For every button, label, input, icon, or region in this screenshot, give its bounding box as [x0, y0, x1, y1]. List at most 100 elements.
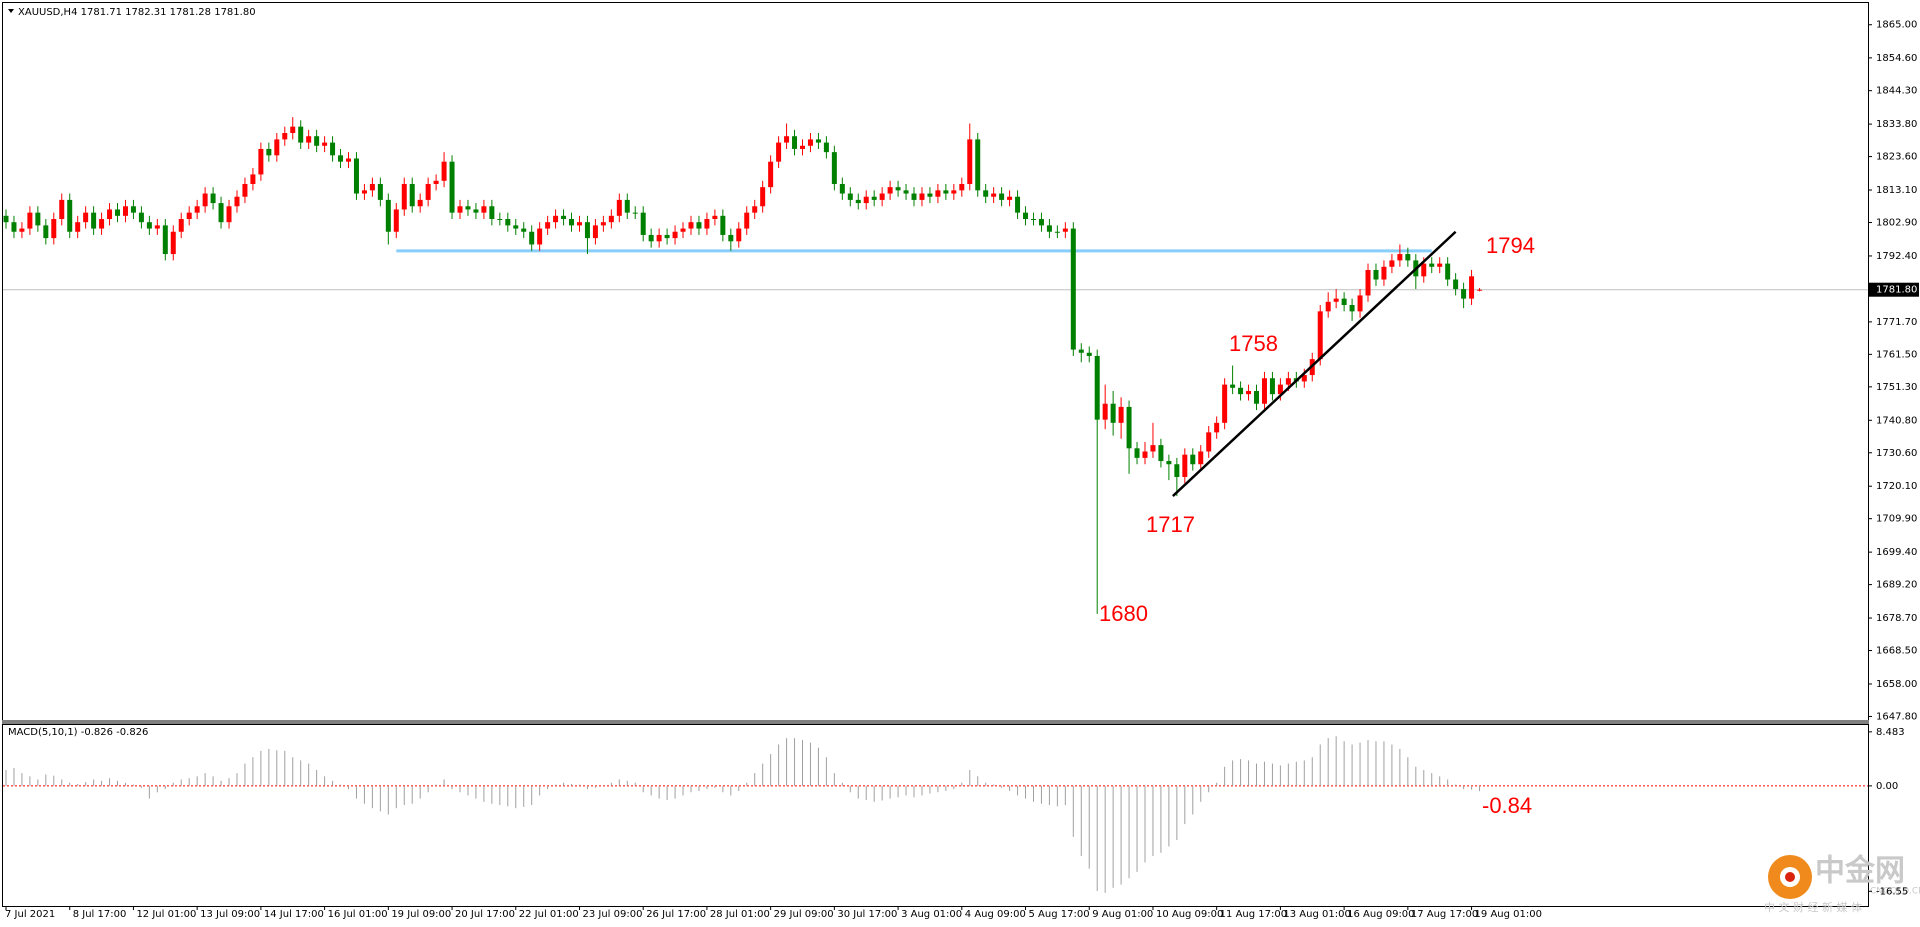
candle-body: [1461, 289, 1467, 299]
y-tick-label: 1720.10: [1876, 481, 1917, 492]
watermark: 中金网 CNGOLD.CN 中 文 财 经 新 媒 体: [1764, 854, 1920, 915]
candle-body: [975, 139, 981, 191]
candle-body: [1429, 263, 1435, 267]
candle-body: [266, 148, 272, 156]
candle-body: [91, 212, 97, 229]
y-tick-label: 1854.60: [1876, 53, 1917, 64]
candle-body: [1254, 390, 1260, 404]
candle-body: [1261, 378, 1267, 404]
y-tick-label: 1792.40: [1876, 251, 1917, 262]
x-tick-label: 7 Jul 2021: [5, 909, 55, 920]
candle-body: [35, 212, 41, 226]
x-tick-label: 12 Jul 01:00: [136, 909, 196, 920]
candle-body: [43, 225, 49, 239]
candle-body: [983, 190, 989, 197]
candle-body: [584, 222, 590, 239]
candle-body: [999, 193, 1005, 200]
candle-body: [991, 193, 997, 197]
candle-body: [425, 183, 431, 200]
candle-body: [704, 219, 710, 229]
candle-body: [1198, 451, 1204, 465]
y-tick-label: 1813.10: [1876, 185, 1917, 196]
candle-body: [1373, 269, 1379, 280]
candle-body: [521, 228, 527, 232]
candle-body: [226, 206, 232, 223]
x-tick-label: 14 Jul 17:00: [264, 909, 324, 920]
y-tick-label: 1740.80: [1876, 415, 1917, 426]
macd-frame: [2, 724, 1869, 907]
candle-body: [19, 228, 25, 232]
candle-body: [210, 193, 216, 204]
candle-body: [1453, 279, 1459, 290]
y-tick-label: 1771.70: [1876, 317, 1917, 328]
y-tick-label: 1689.20: [1876, 580, 1917, 591]
candle-body: [1357, 295, 1363, 312]
x-tick-label: 23 Jul 09:00: [582, 909, 642, 920]
candle-body: [855, 199, 861, 204]
candle-body: [1325, 301, 1331, 312]
annotation: 1680: [1099, 601, 1148, 626]
macd-tick-label: -16.55: [1876, 886, 1908, 897]
candle-body: [776, 142, 782, 162]
candle-body: [481, 206, 487, 213]
candle-body: [1365, 269, 1371, 296]
candle-body: [1046, 225, 1052, 232]
candle-body: [847, 193, 853, 200]
candle-body: [3, 215, 9, 223]
y-tick-label: 1658.00: [1876, 679, 1917, 690]
macd-tick-label: 0.00: [1876, 781, 1898, 792]
candle-body: [314, 136, 320, 146]
candle-body: [553, 215, 559, 223]
candle-body: [274, 139, 280, 156]
y-tick-label: 1647.80: [1876, 711, 1917, 722]
x-tick-label: 9 Aug 01:00: [1092, 909, 1153, 920]
candle-body: [688, 222, 694, 229]
candle-body: [1126, 406, 1132, 449]
x-tick-label: 17 Aug 17:00: [1411, 909, 1478, 920]
candle-body: [107, 209, 113, 220]
candle-body: [1038, 219, 1044, 226]
panel-separator: [2, 720, 1869, 724]
candle-body: [513, 225, 519, 229]
x-tick-label: 26 Jul 17:00: [646, 909, 706, 920]
candle-body: [1030, 219, 1036, 221]
x-tick-label: 19 Jul 09:00: [391, 909, 451, 920]
menu-arrow[interactable]: [8, 9, 14, 13]
candle-body: [1206, 432, 1212, 452]
candle-body: [640, 212, 646, 235]
candle-body: [919, 193, 925, 200]
candle-body: [1015, 196, 1021, 213]
y-tick-label: 1730.60: [1876, 448, 1917, 459]
candle-body: [712, 215, 718, 220]
watermark-site: CNGOLD.CN: [1870, 887, 1920, 897]
candle-body: [234, 196, 240, 207]
candle-body: [1445, 263, 1451, 280]
candle-body: [680, 228, 686, 232]
macd-title: MACD(5,10,1) -0.826 -0.826: [8, 727, 148, 738]
y-tick-label: 1802.90: [1876, 218, 1917, 229]
candle-body: [202, 193, 208, 207]
x-tick-label: 19 Aug 01:00: [1475, 909, 1542, 920]
macd-tick-label: 8.483: [1876, 727, 1905, 738]
candle-body: [672, 231, 678, 239]
watermark-title: 中金网: [1815, 854, 1905, 889]
candle-body: [1397, 254, 1403, 261]
annotation: 1717: [1146, 512, 1195, 537]
candle-body: [768, 161, 774, 188]
candle-body: [186, 212, 192, 220]
y-tick-label: 1833.80: [1876, 119, 1917, 130]
candle-body: [1349, 304, 1355, 312]
candle-body: [67, 199, 73, 232]
candle-body: [1062, 228, 1068, 232]
candle-body: [967, 139, 973, 184]
candle-body: [736, 228, 742, 242]
candle-body: [345, 158, 351, 162]
annotation: -0.84: [1482, 793, 1532, 818]
candle-body: [664, 234, 670, 239]
x-tick-label: 29 Jul 09:00: [774, 909, 834, 920]
candle-body: [1381, 266, 1387, 280]
candle-body: [632, 212, 638, 214]
candle-body: [576, 222, 582, 226]
x-tick-label: 22 Jul 01:00: [519, 909, 579, 920]
candle-body: [162, 225, 168, 255]
